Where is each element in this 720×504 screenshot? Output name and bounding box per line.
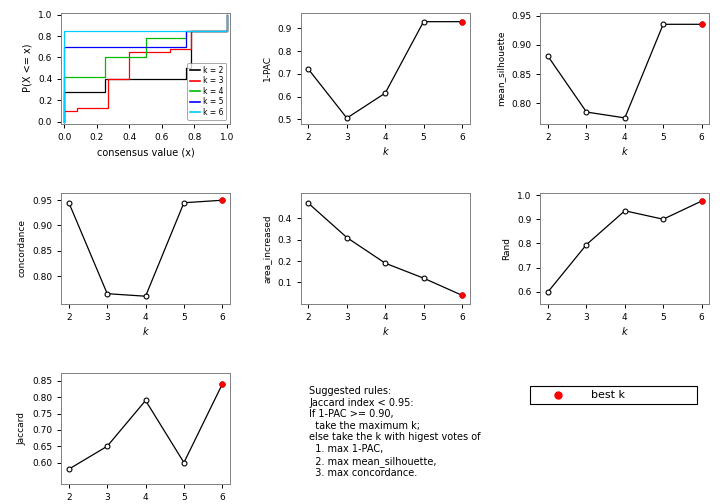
X-axis label: k: k <box>143 328 148 337</box>
X-axis label: k: k <box>622 328 628 337</box>
Y-axis label: concordance: concordance <box>17 219 27 277</box>
Text: Suggested rules:
Jaccard index < 0.95:
If 1-PAC >= 0.90,
  take the maximum k;
e: Suggested rules: Jaccard index < 0.95: I… <box>309 386 480 478</box>
Y-axis label: P(X <= x): P(X <= x) <box>22 44 32 92</box>
X-axis label: consensus value (x): consensus value (x) <box>96 147 194 157</box>
Y-axis label: mean_silhouette: mean_silhouette <box>497 30 505 106</box>
Text: best k: best k <box>591 390 625 400</box>
Legend: k = 2, k = 3, k = 4, k = 5, k = 6: k = 2, k = 3, k = 4, k = 5, k = 6 <box>187 62 226 120</box>
X-axis label: k: k <box>382 147 388 157</box>
X-axis label: k: k <box>622 147 628 157</box>
Y-axis label: area_increased: area_increased <box>263 214 272 283</box>
X-axis label: k: k <box>382 328 388 337</box>
Y-axis label: Rand: Rand <box>503 237 511 260</box>
Y-axis label: 1-PAC: 1-PAC <box>263 55 272 81</box>
Y-axis label: Jaccard: Jaccard <box>17 412 27 445</box>
